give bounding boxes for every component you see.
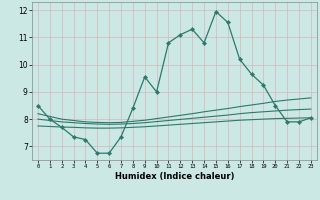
X-axis label: Humidex (Indice chaleur): Humidex (Indice chaleur) <box>115 172 234 181</box>
